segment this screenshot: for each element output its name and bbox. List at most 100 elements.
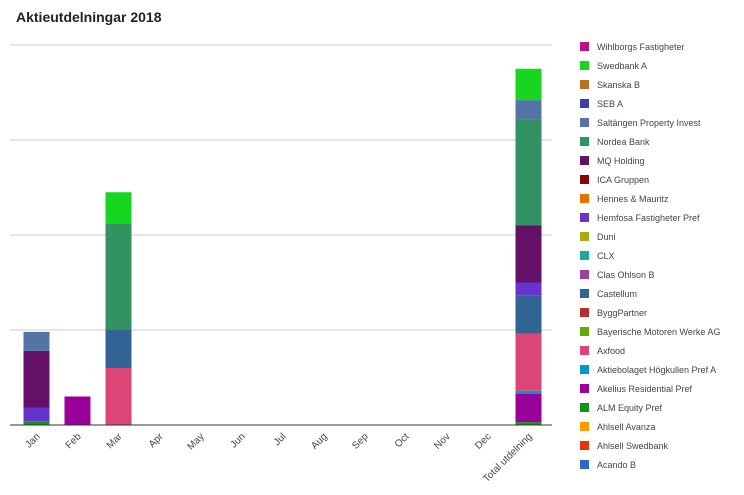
legend-item[interactable]: Duni	[580, 227, 740, 246]
bar-segment[interactable]	[515, 333, 542, 391]
bar-segment[interactable]	[23, 407, 50, 422]
legend-label: Saltängen Property Invest	[597, 117, 701, 128]
bar-segment[interactable]	[515, 295, 542, 334]
legend-item[interactable]: Skanska B	[580, 75, 740, 94]
legend-item[interactable]: Axfood	[580, 341, 740, 360]
legend-label: Skanska B	[597, 79, 641, 90]
legend-swatch	[580, 403, 589, 412]
legend-label: Acando B	[597, 459, 637, 470]
legend-item[interactable]: Swedbank A	[580, 56, 740, 75]
legend-item[interactable]: Ahlsell Swedbank	[580, 436, 740, 455]
bar-segment[interactable]	[105, 330, 132, 368]
legend-label: Swedbank A	[597, 60, 648, 71]
legend-item[interactable]: ByggPartner	[580, 303, 740, 322]
bar-segment[interactable]	[105, 368, 132, 425]
legend-item[interactable]: Clas Ohlson B	[580, 265, 740, 284]
legend-swatch	[580, 61, 589, 70]
legend-item[interactable]: CLX	[580, 246, 740, 265]
legend-label: MQ Holding	[597, 155, 645, 166]
x-tick-label: Apr	[147, 431, 166, 450]
bar-segment[interactable]	[515, 422, 542, 425]
legend-item[interactable]: Saltängen Property Invest	[580, 113, 740, 132]
legend-label: Hennes & Mauritz	[597, 193, 669, 204]
legend-swatch	[580, 308, 589, 317]
legend-swatch	[580, 422, 589, 431]
legend-label: Bayerische Motoren Werke AG	[597, 326, 721, 337]
legend-swatch	[580, 251, 589, 260]
legend-item[interactable]: Aktiebolaget Högkullen Pref A	[580, 360, 740, 379]
bar-segment[interactable]	[515, 225, 542, 283]
bar-segment[interactable]	[515, 393, 542, 423]
x-tick-label: Dec	[473, 431, 493, 451]
legend-item[interactable]: ICA Gruppen	[580, 170, 740, 189]
legend-swatch	[580, 327, 589, 336]
legend-item[interactable]: Wihlborgs Fastigheter	[580, 37, 740, 56]
legend-item[interactable]: Castellum	[580, 284, 740, 303]
legend-label: Aktiebolaget Högkullen Pref A	[597, 364, 717, 375]
legend-item[interactable]: ALM Equity Pref	[580, 398, 740, 417]
legend-swatch	[580, 460, 589, 469]
legend-label: Nordea Bank	[597, 136, 650, 147]
bar-segment[interactable]	[23, 331, 50, 351]
legend-item[interactable]: Acando B	[580, 455, 740, 474]
bar-segment[interactable]	[64, 396, 91, 426]
legend-swatch	[580, 270, 589, 279]
legend-label: Ahlsell Avanza	[597, 421, 656, 432]
legend-swatch	[580, 156, 589, 165]
x-tick-label: Jul	[272, 431, 289, 448]
x-tick-label: Feb	[64, 431, 84, 451]
x-tick-label: Aug	[309, 431, 329, 451]
legend-item[interactable]: SEB A	[580, 94, 740, 113]
bar-segment[interactable]	[515, 100, 542, 120]
legend-item[interactable]: Hemfosa Fastigheter Pref	[580, 208, 740, 227]
legend-swatch	[580, 137, 589, 146]
bar-segment[interactable]	[515, 390, 542, 394]
legend-label: Hemfosa Fastigheter Pref	[597, 212, 700, 223]
legend-label: ICA Gruppen	[597, 174, 650, 185]
legend-item[interactable]: Bayerische Motoren Werke AG	[580, 322, 740, 341]
bar-segment[interactable]	[515, 282, 542, 296]
legend-swatch	[580, 99, 589, 108]
bar-segment[interactable]	[515, 119, 542, 226]
legend-item[interactable]: Akelius Residential Pref	[580, 379, 740, 398]
legend-label: SEB A	[597, 98, 624, 109]
bar-segment[interactable]	[105, 223, 132, 330]
legend-swatch	[580, 213, 589, 222]
legend-label: Clas Ohlson B	[597, 269, 655, 280]
legend-swatch	[580, 289, 589, 298]
legend-swatch	[580, 384, 589, 393]
legend-label: Axfood	[597, 345, 626, 356]
legend-swatch	[580, 42, 589, 51]
legend-item[interactable]: Nordea Bank	[580, 132, 740, 151]
legend-label: Wihlborgs Fastigheter	[597, 41, 685, 52]
legend-item[interactable]: Ahlsell Avanza	[580, 417, 740, 436]
legend-label: CLX	[597, 250, 615, 261]
legend-label: ALM Equity Pref	[597, 402, 663, 413]
legend-swatch	[580, 118, 589, 127]
x-tick-label: Nov	[432, 431, 452, 451]
x-tick-label: Jan	[23, 431, 42, 450]
legend-swatch	[580, 194, 589, 203]
x-tick-label: Mar	[105, 431, 125, 451]
bar-segment[interactable]	[515, 68, 542, 101]
legend-label: Akelius Residential Pref	[597, 383, 693, 394]
chart-title: Aktieutdelningar 2018	[16, 9, 162, 25]
legend-label: Castellum	[597, 288, 638, 299]
legend-swatch	[580, 175, 589, 184]
x-tick-label: Jun	[228, 431, 247, 450]
legend-swatch	[580, 232, 589, 241]
bar-segment[interactable]	[23, 350, 50, 408]
legend-item[interactable]: MQ Holding	[580, 151, 740, 170]
legend-swatch	[580, 365, 589, 374]
legend-label: ByggPartner	[597, 307, 648, 318]
legend-label: Ahlsell Swedbank	[597, 440, 669, 451]
x-tick-label: Sep	[350, 431, 371, 452]
legend-label: Duni	[597, 231, 616, 242]
legend-swatch	[580, 346, 589, 355]
x-tick-label: Oct	[393, 431, 412, 450]
legend-item[interactable]: Hennes & Mauritz	[580, 189, 740, 208]
bar-segment[interactable]	[105, 192, 132, 224]
x-tick-label: May	[185, 431, 206, 452]
bar-segment[interactable]	[23, 421, 50, 425]
